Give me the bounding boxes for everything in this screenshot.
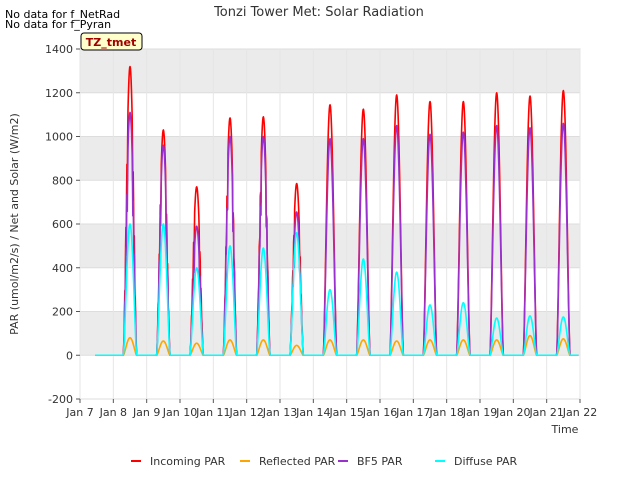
grid-band xyxy=(80,49,580,93)
y-axis: -200 0 200 400 600 800 1000 1200 1400 xyxy=(45,43,80,406)
grid-band xyxy=(80,311,580,356)
badge-box xyxy=(80,32,143,51)
no-data-note-netrad: No data for f_NetRad xyxy=(5,8,120,21)
x-tick-label: Jan 14 xyxy=(295,406,330,419)
x-axis-label: Time xyxy=(551,423,579,436)
x-tick-label: Jan 12 xyxy=(228,406,263,419)
x-tick-label: Jan 13 xyxy=(262,406,297,419)
station-badge: TZ_tmet xyxy=(80,32,143,51)
x-tick-label: Jan 21 xyxy=(528,406,563,419)
legend-label-bf5: BF5 PAR xyxy=(357,455,403,468)
x-tick-label: Jan 18 xyxy=(428,406,463,419)
y-tick-label: 1400 xyxy=(45,43,73,56)
x-tick-label: Jan 15 xyxy=(328,406,363,419)
y-tick-label: 0 xyxy=(66,349,73,362)
legend-label-reflected: Reflected PAR xyxy=(259,455,336,468)
y-tick-label: 1200 xyxy=(45,87,73,100)
x-tick-label: Jan 10 xyxy=(162,406,197,419)
grid-lines xyxy=(79,48,581,400)
x-tick-label: Jan 19 xyxy=(462,406,497,419)
x-tick-label: Jan 22 xyxy=(562,406,597,419)
legend: Incoming PAR Reflected PAR BF5 PAR Diffuse … xyxy=(131,455,518,468)
badge-label: TZ_tmet xyxy=(86,36,136,49)
x-tick-label: Jan 8 xyxy=(99,406,127,419)
legend-label-incoming: Incoming PAR xyxy=(150,455,226,468)
y-tick-label: 200 xyxy=(52,306,73,319)
x-tick-label: Jan 9 xyxy=(132,406,160,419)
y-axis-label: PAR (umol/m2/s) / Net and Solar (W/m2) xyxy=(8,113,21,335)
x-tick-label: Jan 11 xyxy=(195,406,230,419)
series-lines xyxy=(94,65,579,357)
chart-title: Tonzi Tower Met: Solar Radiation xyxy=(213,5,424,20)
series-line-diffuse xyxy=(94,223,579,357)
x-tick-label: Jan 17 xyxy=(395,406,430,419)
x-tick-label: Jan 16 xyxy=(362,406,397,419)
y-tick-label: -200 xyxy=(48,393,73,406)
grid-bands xyxy=(80,49,580,356)
y-tick-label: 1000 xyxy=(45,131,73,144)
y-tick-label: 800 xyxy=(52,174,73,187)
y-tick-label: 400 xyxy=(52,262,73,275)
x-tick-label: Jan 20 xyxy=(495,406,530,419)
y-tick-label: 600 xyxy=(52,218,73,231)
no-data-note-pyran: No data for f_Pyran xyxy=(5,18,111,31)
x-tick-label: Jan 7 xyxy=(65,406,93,419)
legend-label-diffuse: Diffuse PAR xyxy=(454,455,518,468)
grid-band xyxy=(80,224,580,268)
